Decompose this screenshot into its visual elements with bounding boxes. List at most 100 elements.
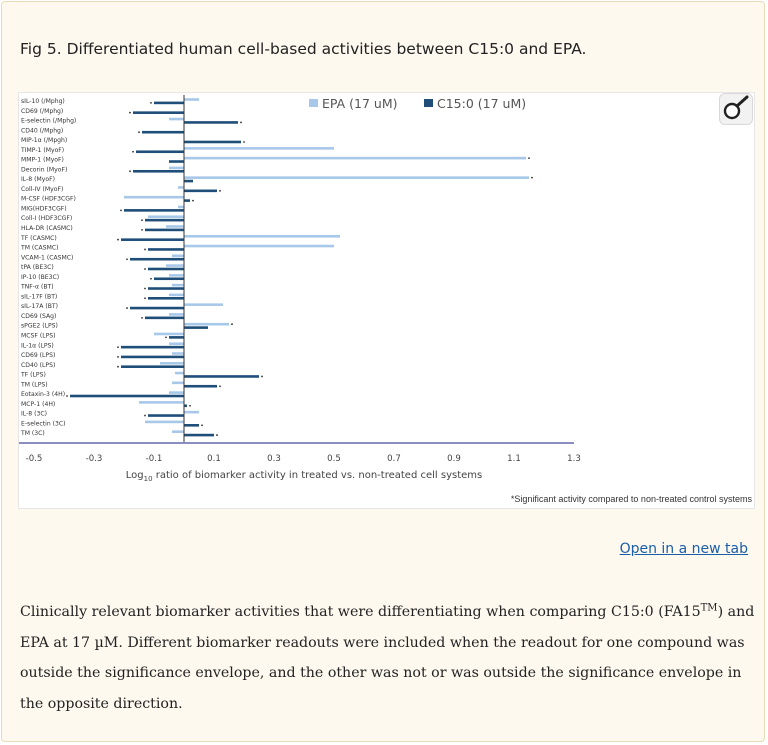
significance-marker bbox=[117, 365, 119, 368]
category-label: MIG(HDF3CGF) bbox=[21, 205, 67, 212]
c15-bar bbox=[142, 130, 184, 134]
significance-marker bbox=[261, 375, 263, 378]
x-tick-label: -0.5 bbox=[26, 454, 43, 464]
category-label: sIL-17F (BT) bbox=[21, 293, 57, 300]
c15-bar bbox=[133, 169, 184, 173]
legend-label-c15: C15:0 (17 uM) bbox=[437, 96, 526, 111]
c15-bar bbox=[184, 375, 259, 378]
epa-bar bbox=[184, 147, 334, 150]
significance-marker bbox=[144, 414, 146, 417]
significance-marker bbox=[150, 102, 152, 104]
epa-bar bbox=[178, 205, 184, 209]
c15-bar bbox=[184, 121, 238, 124]
c15-bar bbox=[148, 248, 184, 251]
category-label: TIMP-1 (MyoF) bbox=[20, 147, 64, 154]
c15-bar bbox=[121, 355, 184, 359]
category-label: sPGE2 (LPS) bbox=[21, 323, 58, 330]
c15-bar bbox=[133, 111, 184, 114]
figure-panel: sIL-10 (/Mphg) CD69 (/Mphg) E-selectin (/M… bbox=[18, 92, 755, 509]
category-label: MIP-1α (/Mpgh) bbox=[21, 137, 67, 144]
significance-marker bbox=[117, 238, 119, 241]
significance-marker bbox=[216, 434, 218, 436]
category-label: sIL-10 (/Mphg) bbox=[21, 98, 65, 105]
c15-bar bbox=[184, 433, 214, 437]
epa-bar bbox=[124, 195, 184, 199]
category-label: sIL-17A (BT) bbox=[21, 303, 58, 310]
significance-marker bbox=[129, 111, 131, 114]
legend-swatch-c15 bbox=[424, 99, 433, 107]
caption-text-1: Clinically relevant biomarker activities… bbox=[20, 604, 701, 620]
significance-marker bbox=[219, 385, 221, 388]
epa-bar bbox=[172, 430, 184, 433]
epa-bar bbox=[184, 98, 199, 101]
category-label: MCSF (LPS) bbox=[21, 332, 56, 339]
epa-bar bbox=[169, 117, 184, 121]
c15-bar bbox=[148, 267, 184, 271]
c15-bar bbox=[154, 101, 184, 105]
c15-bar bbox=[184, 199, 190, 202]
c15-bar bbox=[121, 238, 184, 241]
category-label: IL-8 (3C) bbox=[21, 411, 47, 418]
significance-footnote: *Significant activity compared to non-tr… bbox=[510, 494, 752, 504]
category-label: TF (CASMC) bbox=[20, 235, 57, 242]
c15-bar bbox=[154, 277, 184, 281]
significance-marker bbox=[192, 199, 194, 202]
c15-bar bbox=[121, 345, 184, 349]
significance-marker bbox=[219, 189, 221, 192]
category-label: HLA-DR (CASMC) bbox=[21, 225, 73, 232]
category-label: CD69 (SAg) bbox=[21, 313, 56, 320]
x-tick-label: 0.3 bbox=[267, 454, 281, 464]
epa-bar bbox=[172, 283, 184, 287]
significance-marker bbox=[243, 141, 245, 143]
category-label: VCAM-1 (CASMC) bbox=[21, 254, 73, 261]
significance-marker bbox=[120, 209, 122, 212]
epa-bar bbox=[169, 391, 184, 394]
category-label: MCP-1 (4H) bbox=[21, 401, 55, 408]
epa-bar bbox=[160, 361, 184, 365]
significance-marker bbox=[144, 248, 146, 251]
epa-bar bbox=[172, 352, 184, 355]
category-label: TF (LPS) bbox=[20, 372, 46, 379]
epa-bar bbox=[184, 410, 199, 414]
legend-swatch-epa bbox=[309, 99, 318, 107]
c15-bar bbox=[184, 326, 208, 329]
category-label: Coll-I (HDF3CGF) bbox=[21, 215, 72, 222]
category-label: CD40 (/Mphg) bbox=[21, 127, 63, 134]
significance-marker bbox=[150, 277, 152, 280]
c15-bar bbox=[169, 336, 184, 339]
x-tick-label: -0.3 bbox=[86, 454, 103, 464]
caption-text-2: ) and EPA at 17 µM. Different biomarker … bbox=[20, 604, 755, 712]
open-in-new-tab-link[interactable]: Open in a new tab bbox=[619, 541, 748, 557]
c15-bar bbox=[184, 384, 217, 388]
epa-bar bbox=[172, 381, 184, 385]
significance-marker bbox=[132, 150, 134, 153]
epa-bar bbox=[169, 342, 184, 346]
c15-bar bbox=[148, 297, 184, 300]
c15-bar bbox=[145, 228, 184, 232]
zoom-button[interactable] bbox=[719, 93, 753, 125]
epa-bar bbox=[169, 293, 184, 297]
c15-bar bbox=[124, 209, 184, 212]
significance-marker bbox=[144, 268, 146, 270]
x-tick-label: 0.5 bbox=[327, 454, 341, 464]
category-label: E-selectin (3C) bbox=[21, 420, 66, 427]
trademark-superscript: TM bbox=[700, 602, 718, 614]
figure-caption: Clinically relevant biomarker activities… bbox=[20, 597, 755, 719]
category-label: IL-8 (MyoF) bbox=[21, 176, 55, 183]
x-tick-label: 0.9 bbox=[447, 454, 461, 464]
figure-title: Fig 5. Differentiated human cell-based a… bbox=[20, 40, 587, 58]
epa-bar bbox=[154, 332, 184, 336]
c15-bar bbox=[130, 257, 184, 261]
category-label: TM (LPS) bbox=[20, 381, 48, 388]
epa-bar bbox=[139, 401, 184, 404]
significance-marker bbox=[141, 229, 143, 231]
epa-bar bbox=[184, 244, 334, 248]
epa-bar bbox=[166, 264, 184, 267]
x-axis-label: Log10 ratio of biomarker activity in tre… bbox=[126, 470, 482, 483]
epa-bar bbox=[169, 313, 184, 316]
significance-marker bbox=[189, 404, 191, 407]
significance-marker bbox=[66, 395, 68, 397]
category-label: CD69 (/Mphg) bbox=[21, 108, 63, 115]
category-label: TNF-α (BT) bbox=[20, 284, 54, 291]
epa-bar bbox=[166, 225, 184, 228]
